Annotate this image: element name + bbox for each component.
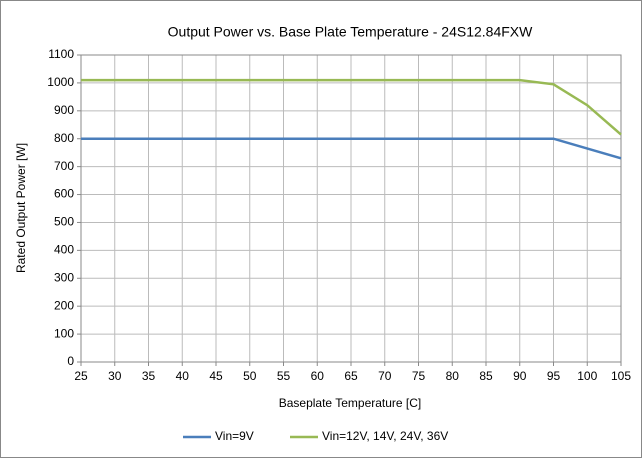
x-tick-label: 90 (513, 369, 527, 383)
y-tick-label: 400 (54, 243, 74, 257)
x-tick-label: 80 (446, 369, 460, 383)
y-tick-label: 0 (67, 354, 74, 368)
y-tick-label: 800 (54, 131, 74, 145)
x-tick-label: 75 (412, 369, 426, 383)
y-axis-label: Rated Output Power [W] (14, 143, 28, 273)
series-line (81, 137, 622, 160)
x-tick-label: 45 (209, 369, 223, 383)
x-tick-label: 100 (577, 369, 597, 383)
chart-title: Output Power vs. Base Plate Temperature … (168, 24, 533, 40)
y-tick-label: 500 (54, 215, 74, 229)
x-tick-label: 60 (311, 369, 325, 383)
y-tick-label: 700 (54, 159, 74, 173)
legend-label: Vin=9V (215, 429, 254, 443)
x-tick-label: 35 (142, 369, 156, 383)
y-tick-label: 600 (54, 187, 74, 201)
series-line (81, 78, 622, 136)
y-tick-label: 300 (54, 270, 74, 284)
y-tick-label: 900 (54, 103, 74, 117)
plot-area (80, 54, 622, 363)
x-tick-label: 25 (74, 369, 88, 383)
y-tick-label: 1100 (48, 47, 74, 61)
x-tick-label: 85 (479, 369, 493, 383)
x-tick-label: 55 (277, 369, 291, 383)
y-tick-label: 100 (54, 326, 74, 340)
x-tick-label: 70 (378, 369, 392, 383)
x-tick-label: 50 (243, 369, 257, 383)
x-tick-label: 40 (176, 369, 190, 383)
y-tick-label: 200 (54, 298, 74, 312)
legend-label: Vin=12V, 14V, 24V, 36V (322, 429, 448, 443)
x-tick-label: 95 (547, 369, 561, 383)
y-tick-label: 1000 (47, 75, 74, 89)
x-tick-label: 105 (611, 369, 631, 383)
x-tick-label: 30 (108, 369, 122, 383)
x-axis-label: Baseplate Temperature [C] (279, 396, 422, 410)
x-tick-label: 65 (344, 369, 358, 383)
